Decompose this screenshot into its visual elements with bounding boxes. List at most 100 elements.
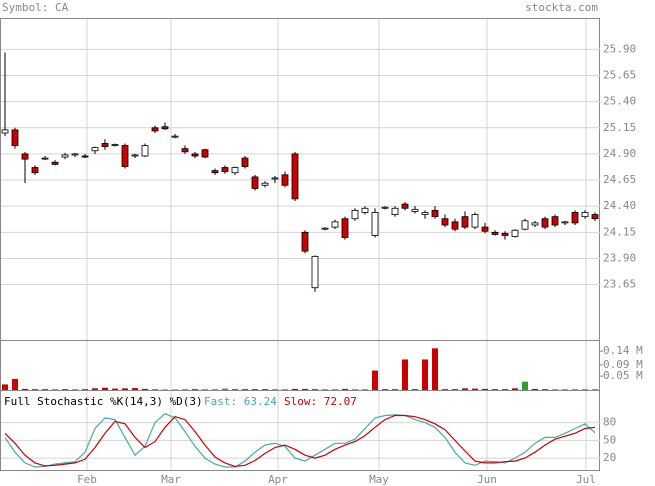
volume-bar	[432, 348, 438, 390]
candle-body	[221, 167, 229, 173]
candle-body	[241, 157, 249, 167]
volume-bar	[182, 389, 188, 390]
volume-bar	[532, 388, 538, 390]
candle-body	[141, 145, 149, 157]
candle-body	[121, 145, 129, 167]
candle-body	[421, 212, 429, 215]
volume-bar	[102, 387, 108, 390]
candle-body	[451, 221, 459, 230]
volume-bar	[272, 389, 278, 390]
volume-bar	[262, 389, 268, 390]
candle-body	[301, 231, 309, 252]
volume-bar	[552, 389, 558, 390]
volume-bar	[482, 388, 488, 390]
y-tick-label: 24.40	[603, 199, 636, 212]
volume-bar	[152, 389, 158, 390]
site: stockta.com	[525, 1, 598, 14]
volume-bar	[322, 389, 328, 390]
candle-body	[211, 170, 219, 174]
volume-bar	[122, 388, 128, 390]
candle-body	[291, 153, 299, 200]
candle-body	[281, 174, 289, 186]
candle-body	[161, 126, 169, 130]
y-tick-label: 24.65	[603, 173, 636, 186]
candle-body	[471, 214, 479, 228]
candle-body	[261, 182, 269, 186]
y-tick-label: 80	[603, 416, 616, 429]
volume-bar	[562, 389, 568, 390]
candle-body	[441, 218, 449, 226]
candle-body	[111, 144, 119, 146]
candle-body	[381, 206, 389, 209]
volume-bar	[242, 389, 248, 390]
candle-body	[501, 232, 509, 236]
candle-body	[341, 218, 349, 238]
candle-body	[31, 167, 39, 174]
indicator-title: Full Stochastic %K(14,3) %D(3)	[4, 395, 203, 408]
candle-body	[101, 143, 109, 147]
candle-body	[411, 208, 419, 212]
candle-body	[591, 214, 599, 220]
candle-body	[481, 226, 489, 232]
candle-body	[11, 129, 19, 146]
y-tick-label: 25.90	[603, 42, 636, 55]
volume-bar	[172, 389, 178, 390]
y-tick-label: 23.90	[603, 251, 636, 264]
volume-bar	[342, 388, 348, 390]
volume-bar	[82, 389, 88, 390]
candle-body	[571, 212, 579, 224]
y-tick-label: 25.65	[603, 69, 636, 82]
volume-bar	[222, 388, 228, 390]
volume-bar	[472, 388, 478, 390]
volume-bar	[512, 388, 518, 390]
candle-body	[391, 207, 399, 215]
candle-body	[81, 155, 89, 158]
volume-bar	[302, 388, 308, 390]
x-tick-label: Jul	[576, 473, 596, 486]
x-tick-label: Jun	[477, 473, 497, 486]
candle-body	[551, 216, 559, 226]
volume-bar	[202, 389, 208, 390]
volume-bar	[292, 388, 298, 390]
y-tick-label: 25.15	[603, 121, 636, 134]
candle-body	[51, 161, 59, 165]
y-tick-label: 24.15	[603, 225, 636, 238]
symbol: Symbol: CA	[2, 1, 69, 14]
volume-bar	[332, 389, 338, 390]
candle-body	[431, 209, 439, 218]
y-tick-label: 20	[603, 451, 616, 464]
volume-bar	[362, 389, 368, 390]
volume-bar	[442, 389, 448, 390]
volume-bar	[352, 389, 358, 390]
volume-bar	[492, 389, 498, 390]
y-tick-label: 25.40	[603, 95, 636, 108]
volume-bar	[462, 388, 468, 390]
volume-bar	[142, 388, 148, 390]
volume-bar	[382, 389, 388, 390]
candle-body	[311, 255, 319, 289]
y-tick-label: 0.09 M	[603, 358, 643, 371]
x-tick-label: Feb	[77, 473, 97, 486]
y-tick-label: 0.05 M	[603, 369, 643, 382]
volume-bar	[72, 389, 78, 390]
candle-body	[21, 153, 29, 160]
candle-body	[321, 227, 329, 230]
candle-body	[541, 218, 549, 228]
volume-bar	[502, 389, 508, 390]
legend-entry: Slow: 72.07	[284, 395, 357, 408]
stochastic-line	[4, 413, 596, 468]
volume-bar	[412, 389, 418, 390]
candle-body	[181, 148, 189, 153]
y-tick-label: 24.90	[603, 147, 636, 160]
candle-body	[371, 212, 379, 236]
volume-bar	[522, 381, 528, 390]
volume-bar	[582, 389, 588, 390]
volume-bar	[402, 359, 408, 390]
volume-bar	[42, 389, 48, 390]
candle-body	[171, 135, 179, 138]
candle-body	[581, 212, 589, 218]
x-tick-label: Apr	[268, 473, 288, 486]
y-tick-label: 23.65	[603, 278, 636, 291]
volume-bar	[192, 389, 198, 390]
candle-body	[251, 176, 259, 189]
